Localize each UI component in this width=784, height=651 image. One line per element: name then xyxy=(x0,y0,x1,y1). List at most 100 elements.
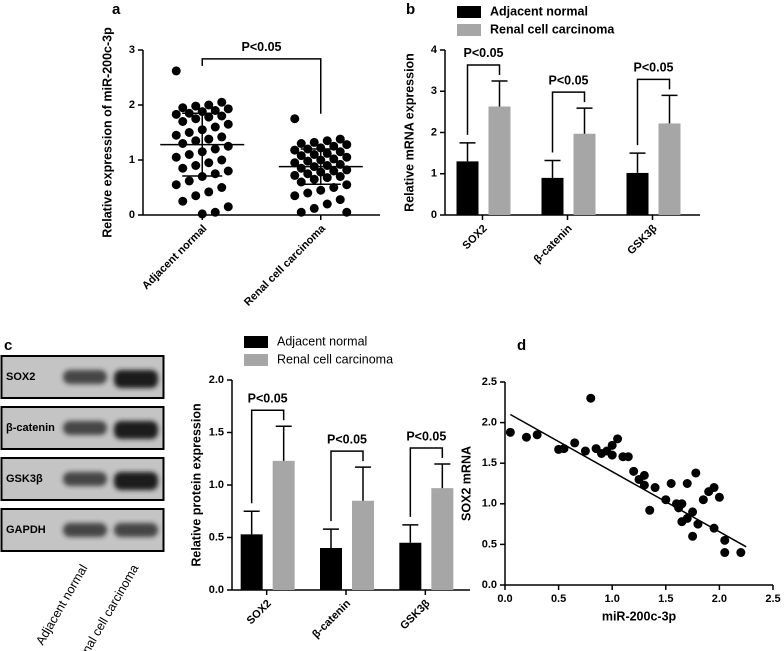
y-tick-label: 0 xyxy=(431,209,437,221)
significance-bracket xyxy=(330,450,364,522)
x-tick-label: GSK3β xyxy=(625,222,660,257)
data-point xyxy=(171,180,181,190)
data-point xyxy=(210,122,220,132)
data-point xyxy=(184,150,194,159)
blot-band xyxy=(63,370,107,384)
data-point xyxy=(217,155,227,165)
x-tick-label: SOX2 xyxy=(245,598,274,627)
data-point xyxy=(329,183,339,192)
data-point xyxy=(303,188,313,198)
data-point xyxy=(329,166,339,176)
data-point xyxy=(639,480,649,490)
data-point xyxy=(736,548,746,558)
error-bar xyxy=(355,466,371,501)
data-point xyxy=(296,139,306,148)
y-tick-label: 0 xyxy=(129,209,135,221)
y-axis-label: Relative expression of miR-200c-3p xyxy=(100,27,114,238)
data-point xyxy=(303,169,313,179)
error-bar xyxy=(243,510,260,535)
data-point xyxy=(322,173,332,183)
data-point xyxy=(290,114,300,124)
error-bar xyxy=(576,107,593,134)
bar xyxy=(488,106,511,215)
y-tick-label: 2.0 xyxy=(482,417,497,429)
y-tick-label: 2 xyxy=(431,126,437,138)
data-point xyxy=(342,140,352,150)
y-tick-label: 2.0 xyxy=(209,374,224,386)
data-point xyxy=(629,466,639,476)
bar xyxy=(626,172,649,215)
data-point xyxy=(322,148,332,158)
x-tick-label: 2.0 xyxy=(712,593,727,605)
panel-label: b xyxy=(406,1,415,18)
bar xyxy=(541,177,564,215)
y-tick-label: 0.0 xyxy=(482,579,497,591)
data-point xyxy=(720,535,730,545)
bar xyxy=(352,500,374,590)
data-point xyxy=(709,483,719,493)
bar xyxy=(431,488,454,590)
panel-label: c xyxy=(4,337,12,354)
data-point xyxy=(342,207,352,217)
data-point xyxy=(290,170,300,180)
error-bar xyxy=(629,152,646,173)
data-point xyxy=(309,203,319,213)
error-bar xyxy=(491,80,508,107)
data-point xyxy=(217,97,227,107)
data-point xyxy=(666,479,676,488)
significance-label: P<0.05 xyxy=(406,429,446,443)
data-point xyxy=(682,479,692,488)
x-tick-label: 1.0 xyxy=(605,593,620,605)
y-tick-label: 1 xyxy=(129,154,135,166)
sd-bar xyxy=(300,148,341,185)
x-tick-label: 0.5 xyxy=(551,593,566,605)
data-point xyxy=(204,187,214,197)
blot-band xyxy=(63,472,107,486)
bar xyxy=(658,123,681,215)
blot-band xyxy=(114,472,158,490)
protein-label: β-catenin xyxy=(6,422,55,434)
significance-label: P<0.05 xyxy=(248,391,288,405)
data-point xyxy=(691,468,701,478)
sd-bar xyxy=(182,112,223,177)
data-point xyxy=(342,180,352,190)
error-bar xyxy=(459,142,476,162)
data-point xyxy=(639,470,649,480)
y-tick-label: 1.0 xyxy=(209,479,224,491)
significance-bracket xyxy=(551,91,586,153)
x-tick-label: Adjacent normal xyxy=(140,223,209,292)
bar xyxy=(272,460,295,590)
data-point xyxy=(178,103,188,113)
data-point xyxy=(342,152,352,162)
y-tick-label: 1.5 xyxy=(482,457,497,469)
data-point xyxy=(322,136,332,146)
data-point xyxy=(688,507,698,517)
data-point xyxy=(623,452,633,462)
data-point xyxy=(171,152,181,162)
x-tick-label: Renal cell carcinoma xyxy=(242,222,328,308)
significance-bracket xyxy=(636,78,671,146)
data-point xyxy=(204,112,214,122)
x-tick-label: 1.5 xyxy=(658,593,673,605)
data-point xyxy=(714,492,724,502)
data-point xyxy=(197,209,207,219)
blot-band xyxy=(63,421,107,435)
data-point xyxy=(178,163,188,173)
data-point xyxy=(171,130,181,140)
data-point xyxy=(309,137,319,147)
y-tick-label: 0.5 xyxy=(209,531,224,543)
blot-band xyxy=(114,370,158,388)
data-point xyxy=(223,141,233,151)
data-point xyxy=(335,195,345,205)
data-point xyxy=(650,483,660,493)
y-axis-label: Relative mRNA expression xyxy=(402,53,416,212)
legend-swatch xyxy=(244,336,268,348)
data-point xyxy=(204,158,214,168)
data-point xyxy=(191,161,201,170)
legend-swatch xyxy=(457,6,481,18)
blot-band xyxy=(114,523,158,537)
data-point xyxy=(322,199,332,209)
error-bar xyxy=(402,524,419,543)
data-point xyxy=(559,444,569,454)
data-point xyxy=(210,169,220,179)
